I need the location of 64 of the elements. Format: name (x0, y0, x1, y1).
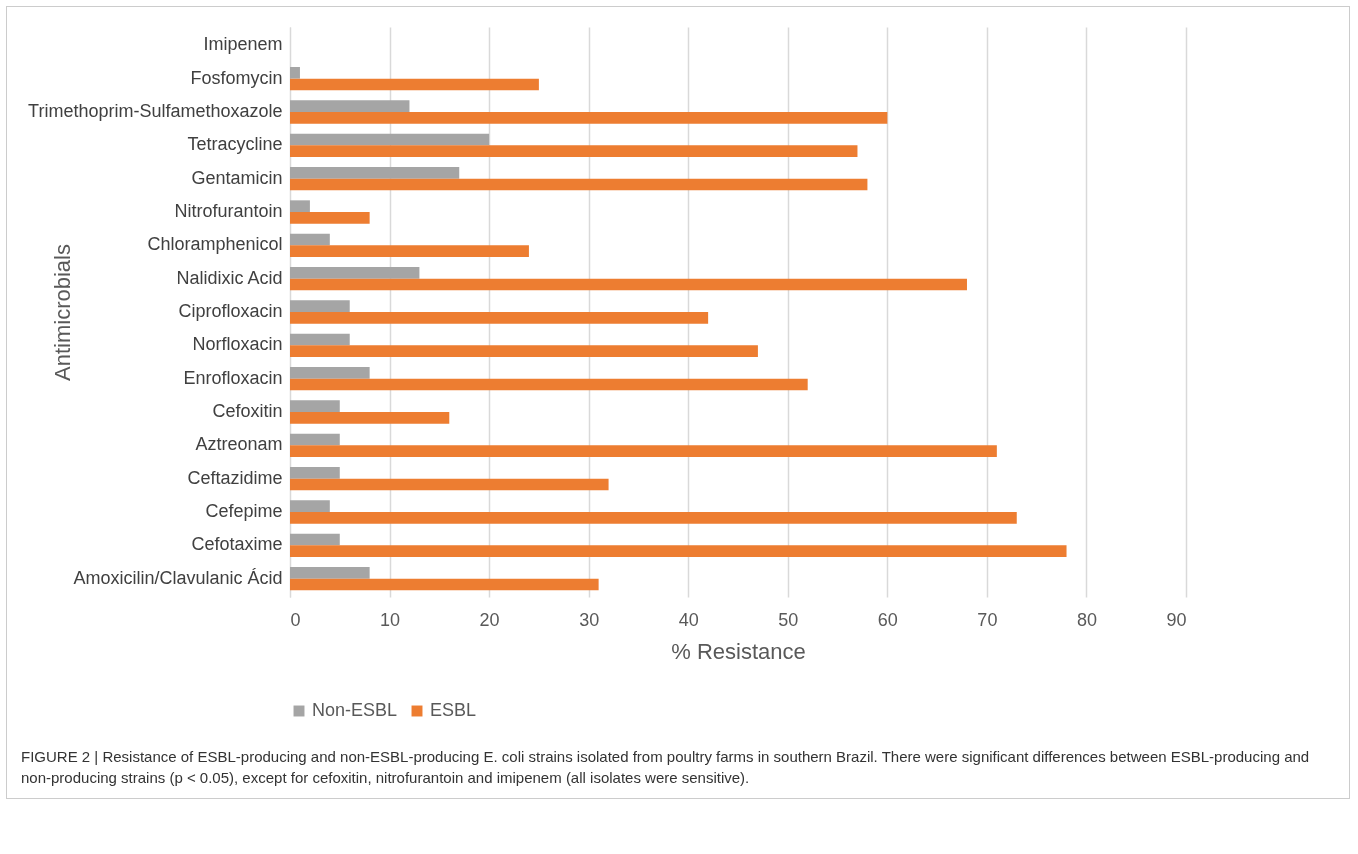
bar (290, 112, 888, 124)
y-tick-label: Amoxicilin/Clavulanic Ácid (73, 567, 283, 588)
bar (290, 412, 450, 424)
x-tick-label: 90 (1166, 609, 1187, 630)
y-tick-label: Enrofloxacin (183, 367, 283, 388)
bar (290, 212, 370, 224)
x-tick-label: 50 (778, 609, 799, 630)
bar (290, 233, 330, 246)
bar (290, 145, 858, 157)
y-tick-label: Nitrofurantoin (174, 201, 283, 221)
y-tick-label: Gentamicin (191, 167, 283, 188)
y-tick-label: Tetracycline (187, 134, 283, 155)
y-tick-label: Norfloxacin (192, 334, 283, 355)
caption: FIGURE 2 | Resistance of ESBL-producing and non-ESBL-producing E. coli strains isolated from poultry farms in southern Brazil. There were significant differences between ESBL-producing and non-producing strains (p < 0.05), except for cefoxitin, nitrofurantoin and imipenem (all isolates were sensitive). (21, 747, 1311, 788)
bar (290, 500, 330, 512)
y-axis-title: Antimicrobials (49, 244, 75, 381)
y-tick-label: Ciprofloxacin (178, 301, 283, 321)
bar (290, 300, 350, 312)
x-tick-label: 70 (977, 609, 998, 630)
bar (290, 278, 967, 291)
bar (290, 200, 310, 212)
bar (290, 367, 370, 379)
bar (290, 445, 997, 457)
y-tick-label: Cefotaxime (191, 534, 283, 555)
y-tick-label: Cefepime (205, 501, 283, 521)
bar (290, 545, 1067, 557)
bar (290, 578, 599, 591)
bar (290, 333, 350, 346)
bar (290, 467, 340, 479)
legend-label: ESBL (430, 700, 477, 720)
bar (290, 400, 340, 412)
bar (290, 345, 758, 357)
x-axis-title: % Resistance (671, 638, 806, 664)
bar (290, 245, 529, 257)
x-tick-label: 0 (290, 609, 301, 630)
bar (290, 433, 340, 446)
bar (290, 78, 539, 91)
bar (290, 133, 490, 146)
x-tick-label: 10 (380, 609, 401, 630)
x-tick-label: 80 (1076, 609, 1097, 630)
bar (290, 67, 300, 79)
x-tick-label: 40 (678, 609, 699, 630)
bar (290, 167, 460, 179)
bar (290, 567, 370, 579)
x-tick-label: 60 (877, 609, 898, 630)
bar (290, 178, 868, 191)
bar (290, 378, 808, 391)
bar (290, 312, 709, 324)
y-tick-label: Ceftazidime (187, 467, 283, 488)
y-tick-label: Trimethoprim-Sulfamethoxazole (28, 101, 283, 121)
y-tick-label: Chloramphenicol (147, 234, 283, 255)
bar (290, 100, 410, 112)
y-tick-label: Nalidixic Acid (176, 267, 283, 288)
x-tick-label: 20 (479, 609, 500, 630)
y-tick-label: Imipenem (203, 34, 283, 55)
bar (290, 512, 1017, 524)
y-tick-label: Aztreonam (195, 434, 283, 455)
y-tick-label: Cefoxitin (212, 401, 283, 421)
bar (290, 533, 340, 546)
legend-label: Non-ESBL (312, 700, 398, 720)
bar (290, 478, 609, 491)
bar (290, 267, 420, 279)
y-tick-label: Fosfomycin (190, 67, 283, 88)
x-tick-label: 30 (579, 609, 600, 630)
